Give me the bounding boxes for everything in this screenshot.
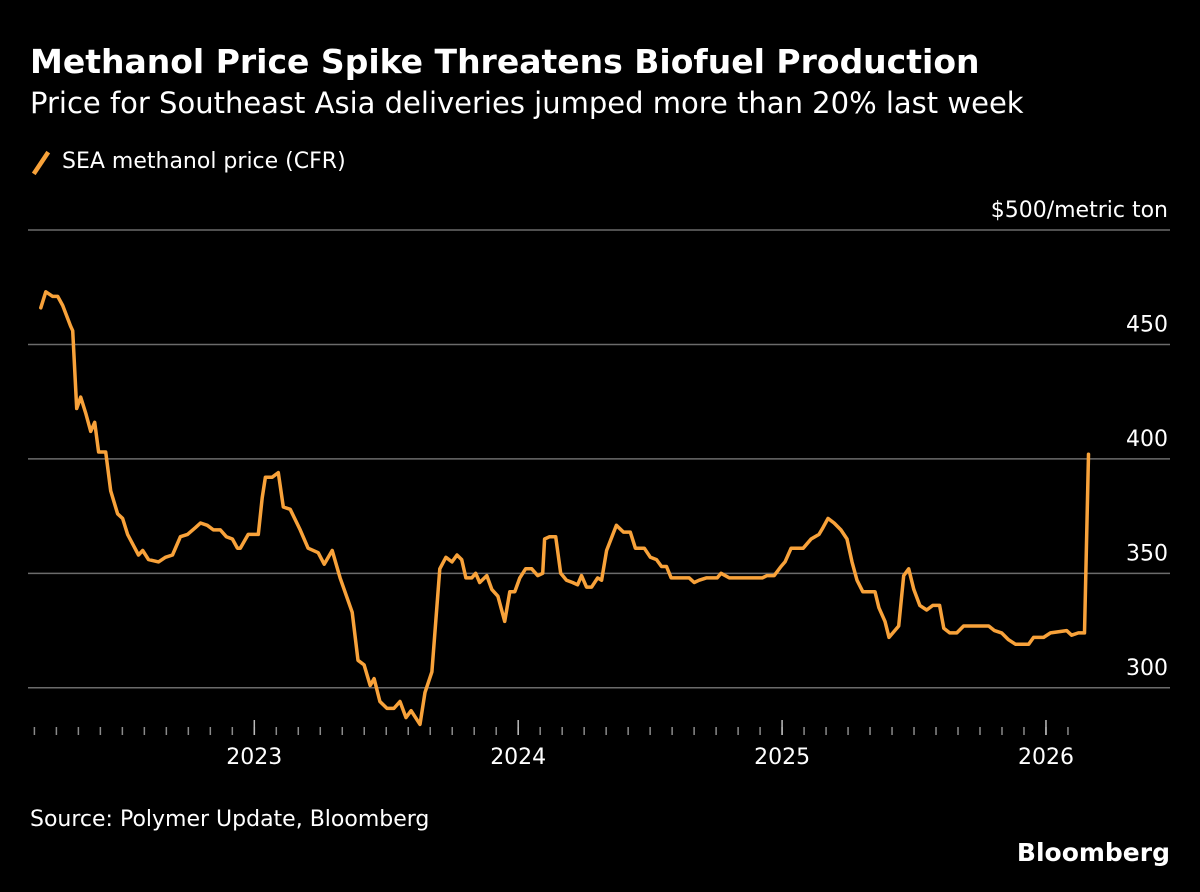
y-tick-label: 300 [1126, 656, 1168, 681]
y-tick-label: 350 [1126, 541, 1168, 566]
y-tick-label: 400 [1126, 427, 1168, 452]
source-note: Source: Polymer Update, Bloomberg [30, 807, 429, 832]
legend-swatch [31, 150, 51, 176]
chart-subtitle: Price for Southeast Asia deliveries jump… [30, 86, 1024, 120]
y-tick-label: $500/metric ton [991, 198, 1168, 223]
data-line [39, 290, 1091, 727]
y-tick-label: 450 [1126, 312, 1168, 337]
legend-label: SEA methanol price (CFR) [62, 149, 346, 174]
x-tick-label: 2026 [1018, 745, 1074, 770]
brand-logo: Bloomberg [1017, 838, 1170, 867]
x-tick-label: 2025 [754, 745, 810, 770]
x-tick-label: 2024 [490, 745, 546, 770]
chart-title: Methanol Price Spike Threatens Biofuel P… [30, 42, 980, 81]
x-tick-label: 2023 [226, 745, 282, 770]
